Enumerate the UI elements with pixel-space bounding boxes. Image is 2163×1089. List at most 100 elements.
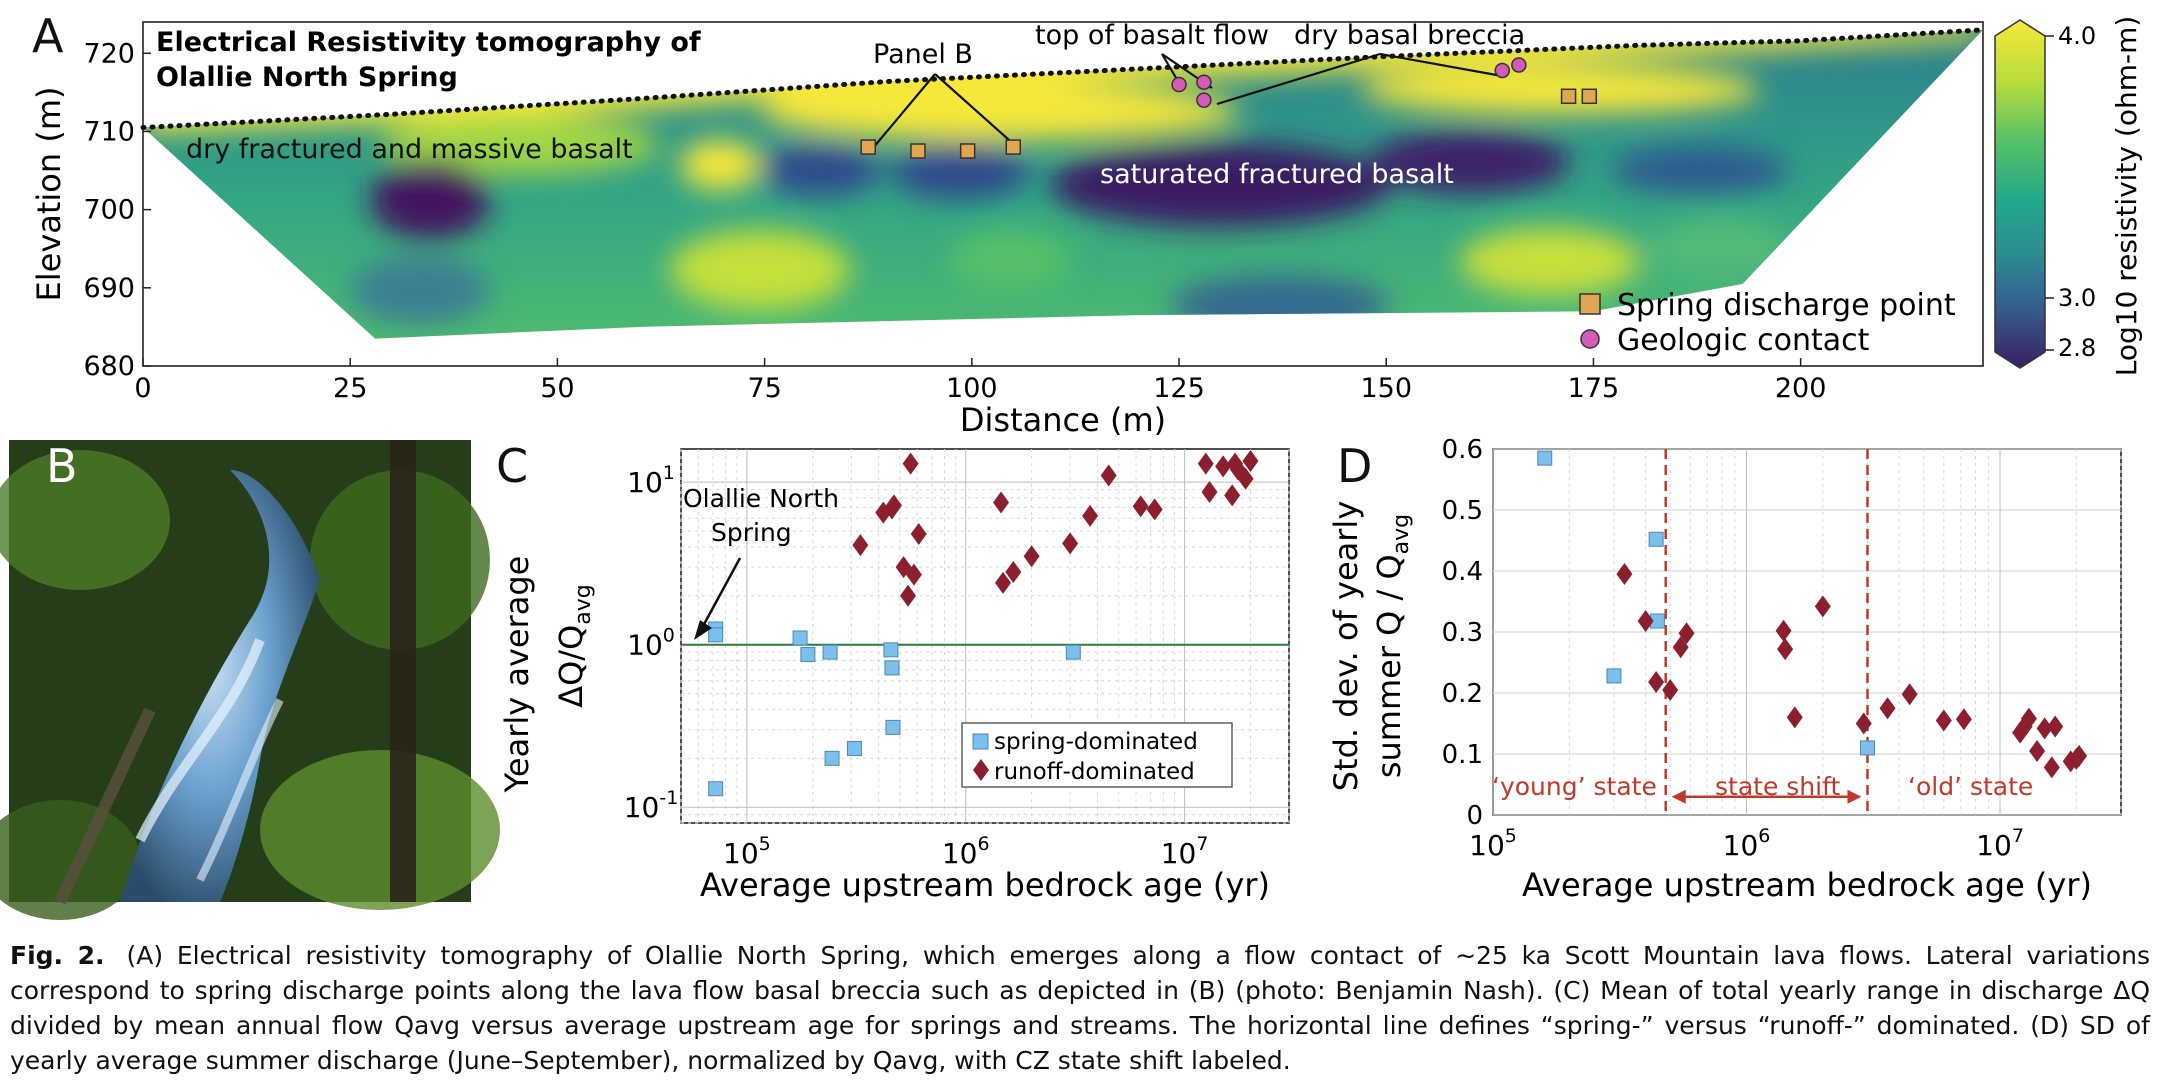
colorbar-label: Log10 resistivity (ohm-m) (2110, 16, 2143, 377)
olallie-arrowhead (694, 620, 712, 640)
runoff-dominated-point (905, 563, 922, 586)
spring-dominated-point (1606, 668, 1622, 684)
plot-c-xlabel: Average upstream bedrock age (yr) (700, 866, 1270, 904)
runoff-dominated-point (1146, 498, 1163, 521)
plot-a-xtick: 0 (134, 373, 151, 404)
spring-discharge-point (1581, 88, 1598, 105)
colorbar-tick-2-8: 2.8 (2058, 334, 2096, 362)
runoff-dominated-point (1023, 545, 1040, 568)
plot-a-xtick: 175 (1568, 373, 1620, 404)
spring-dominated-point (822, 644, 838, 660)
plot-a-ytick: 720 (83, 38, 135, 69)
caption-label: Fig. 2. (10, 941, 105, 970)
olallie-label-line1: Olallie North (683, 484, 839, 513)
runoff-dominated-point (1132, 495, 1149, 518)
geologic-contact-point (1196, 92, 1212, 108)
runoff-dominated-point (2029, 739, 2046, 762)
runoff-dominated-point (1237, 467, 1254, 490)
plot-c-ylabel2: ΔQ/Qavg (552, 584, 596, 708)
waterfall-photo (0, 440, 500, 920)
legend-contact-label: Geologic contact (1617, 323, 1870, 358)
runoff-dominated-point (1197, 452, 1214, 475)
colorbar-tick-3: 3.0 (2058, 284, 2096, 312)
label-saturated-basalt: saturated fractured basalt (1100, 159, 1454, 190)
runoff-dominated-point (1678, 622, 1695, 645)
plot-a-ytick: 700 (83, 195, 135, 226)
runoff-dominated-point (1935, 709, 1952, 732)
spring-dominated-point (846, 740, 862, 756)
plot-a-xtick: 150 (1360, 373, 1412, 404)
spring-discharge-point (1005, 139, 1022, 155)
runoff-dominated-point (1637, 610, 1654, 633)
runoff-dominated-point (994, 571, 1011, 594)
spring-discharge-points (860, 88, 1598, 159)
plot-a-axes: 0 25 50 75 100 125 150 175 200 680 690 700 710 720 (83, 38, 1826, 404)
runoff-dominated-point (1955, 708, 1972, 731)
spring-dominated-point (884, 660, 900, 676)
caption-text: (A) Electrical resistivity tomography of… (10, 941, 2150, 1075)
spring-dominated-point (883, 642, 899, 658)
plot-d-ylabel: Std. dev. of yearly (1327, 501, 1365, 792)
plot-a-ytick: 710 (83, 116, 135, 147)
plot-a-xtick: 100 (946, 373, 998, 404)
plot-c-xtick: 105 (723, 833, 771, 870)
plot-c-ytick: 100 (627, 625, 675, 662)
runoff-dominated-point (1201, 481, 1218, 504)
plot-d-xtick: 105 (1469, 825, 1517, 862)
geologic-contact-point (1196, 74, 1212, 90)
plot-d-ytick: 0.1 (1442, 740, 1483, 770)
runoff-dominated-point (910, 522, 927, 545)
panel-c-letter: C (496, 439, 528, 493)
spring-dominated-point (1065, 644, 1081, 660)
plot-c-legend (961, 722, 1233, 788)
label-dry-basalt: dry fractured and massive basalt (186, 134, 633, 165)
runoff-dominated-point (902, 452, 919, 475)
figure-caption: Fig. 2. (A) Electrical resistivity tomogr… (10, 938, 2150, 1078)
plot-d-xtick: 106 (1723, 825, 1771, 862)
plot-a-title-line1: Electrical Resistivity tomography of (156, 27, 701, 58)
plot-c-series (708, 449, 1259, 797)
legend-c-runoff-marker (973, 759, 989, 781)
runoff-dominated-point (2047, 715, 2064, 738)
label-young-state: ‘young’ state (1492, 772, 1657, 801)
spring-dominated-point (800, 647, 816, 663)
plot-c-ytick: 101 (627, 462, 675, 499)
plot-d-series (1537, 450, 2088, 779)
olallie-label-line2: Spring (711, 518, 792, 547)
plot-d-ytick: 0.6 (1442, 435, 1483, 465)
spring-dominated-point (824, 750, 840, 766)
spring-dominated-point (1859, 740, 1875, 756)
runoff-dominated-point (885, 494, 902, 517)
runoff-dominated-point (2071, 744, 2088, 767)
plot-d-grid (1492, 448, 2122, 816)
runoff-dominated-point (1062, 532, 1079, 555)
legend-spring-marker (1579, 293, 1601, 315)
geologic-contact-point (1511, 57, 1527, 73)
spring-dominated-point (792, 630, 808, 646)
colorbar-tick-4: 4.0 (2058, 22, 2096, 50)
plot-d-ytick: 0.3 (1442, 618, 1483, 648)
colorbar-swatch (1994, 19, 2046, 369)
panel-b-letter: B (46, 439, 78, 493)
legend-spring-label: Spring discharge point (1617, 288, 1956, 323)
panel-a-letter: A (32, 9, 64, 63)
runoff-dominated-point (852, 534, 869, 557)
runoff-dominated-point (1082, 504, 1099, 527)
runoff-dominated-point (1242, 449, 1259, 472)
runoff-dominated-point (1005, 561, 1022, 584)
runoff-dominated-point (1224, 484, 1241, 507)
ground-surface-line (140, 27, 1986, 131)
runoff-dominated-point (1855, 712, 1872, 735)
runoff-dominated-point (1215, 455, 1232, 478)
plot-a-xtick: 25 (333, 373, 367, 404)
plot-a-xtick: 125 (1153, 373, 1205, 404)
plot-d-ytick: 0.2 (1442, 679, 1483, 709)
label-panel-b: Panel B (873, 39, 973, 70)
summer-discharge-variability-plot: 105 106 107 0 0.1 0.2 0.3 0.4 0.5 0.6 Std. dev. o… (1327, 435, 2122, 904)
plot-c-ytick: 10-1 (624, 787, 679, 824)
plot-d-ytick: 0.4 (1442, 557, 1483, 587)
geologic-contact-point (1494, 62, 1511, 79)
plot-d-xlabel: Average upstream bedrock age (yr) (1522, 866, 2092, 904)
label-dry-basal-breccia: dry basal breccia (1294, 20, 1525, 51)
plot-c-axes: 105 106 107 101 100 10-1 (624, 462, 1209, 870)
